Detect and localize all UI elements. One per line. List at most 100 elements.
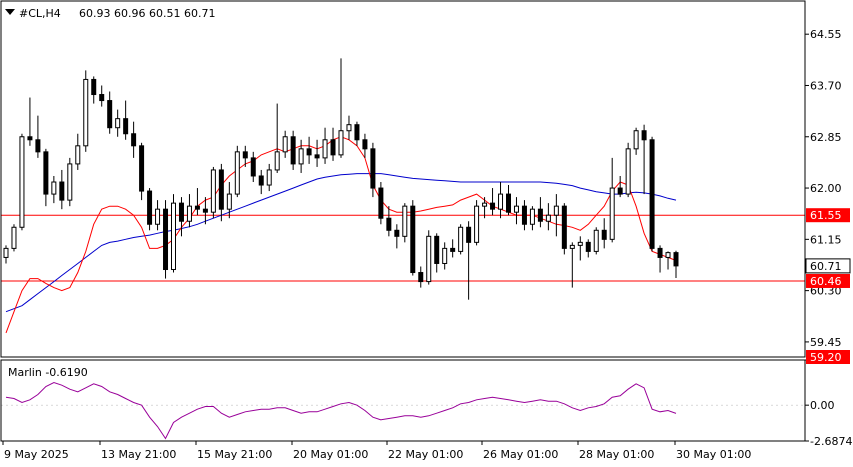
candle <box>513 197 519 225</box>
bear-candle-body <box>410 205 416 274</box>
level-label: 59.20 <box>810 351 842 364</box>
candle <box>107 91 113 134</box>
candle <box>35 115 41 158</box>
candle <box>346 115 352 140</box>
candle <box>155 200 161 231</box>
bull-candle-body <box>545 214 551 222</box>
candle <box>649 136 655 252</box>
candle <box>194 188 200 216</box>
bull-candle-body <box>155 208 161 225</box>
candle <box>593 227 599 255</box>
candle <box>394 224 400 249</box>
bear-candle-body <box>378 187 384 219</box>
bear-candle-body <box>601 229 607 240</box>
bear-candle-body <box>27 136 33 141</box>
bull-candle-body <box>322 139 328 159</box>
time-tick-label: 22 May 01:00 <box>388 448 463 461</box>
bull-candle-body <box>3 247 9 258</box>
bear-candle-body <box>59 181 65 201</box>
price-tick-label: 59.45 <box>810 336 842 349</box>
level-label-box <box>806 350 850 364</box>
bull-candle-body <box>83 78 89 147</box>
candle <box>362 133 368 158</box>
candle <box>657 245 663 273</box>
chart-frame <box>0 0 806 442</box>
candle <box>553 194 559 237</box>
price-axis: 64.5563.7062.8562.0061.1560.3059.453.388… <box>805 28 852 448</box>
bull-candle-body <box>513 205 519 213</box>
bear-candle-body <box>434 235 440 264</box>
bear-candle-body <box>450 247 456 252</box>
candle <box>490 188 496 216</box>
candle <box>442 242 448 270</box>
bull-candle-body <box>498 193 504 210</box>
bull-candle-body <box>19 136 25 228</box>
bear-candle-body <box>242 151 248 159</box>
bull-candle-body <box>529 208 535 225</box>
symbol-label: #CL,H4 <box>19 7 61 20</box>
candle <box>242 145 248 167</box>
price-tick-label: 62.00 <box>810 182 842 195</box>
bear-candle-body <box>354 124 360 141</box>
bear-candle-body <box>641 130 647 141</box>
bear-candle-body <box>418 272 424 283</box>
bull-candle-body <box>553 205 559 216</box>
bear-candle-body <box>537 208 543 222</box>
time-tick-label: 13 May 21:00 <box>101 448 176 461</box>
bear-candle-body <box>617 187 623 195</box>
bull-candle-body <box>11 226 17 249</box>
main-pane-frame <box>0 0 806 358</box>
bear-candle-body <box>163 208 169 271</box>
bear-candle-body <box>258 175 264 186</box>
bull-candle-body <box>633 130 639 150</box>
oscillator-title: Marlin -0.6190 <box>8 366 88 379</box>
bull-candle-body <box>234 151 240 195</box>
candle <box>139 142 145 201</box>
candle <box>426 230 432 285</box>
candle <box>585 239 591 258</box>
candle <box>466 221 472 300</box>
candle <box>274 103 280 173</box>
bear-candle-body <box>585 241 591 252</box>
bull-candle-body <box>338 130 344 156</box>
bull-candle-body <box>458 226 464 252</box>
candle <box>147 188 153 231</box>
candle <box>609 157 615 243</box>
bear-candle-body <box>290 136 296 165</box>
bull-candle-body <box>474 205 480 243</box>
bear-candle-body <box>561 205 567 249</box>
candle <box>123 100 129 140</box>
candle <box>354 121 360 146</box>
candle <box>641 124 647 195</box>
candlestick-series <box>3 58 679 300</box>
candle <box>282 130 288 158</box>
bull-candle-body <box>665 252 671 258</box>
bear-candle-body <box>314 154 320 159</box>
time-tick-label: 15 May 21:00 <box>197 448 272 461</box>
current-price-box <box>805 258 851 274</box>
bear-candle-body <box>123 118 129 135</box>
candle <box>59 169 65 210</box>
bear-candle-body <box>490 202 496 210</box>
bear-candle-body <box>107 100 113 129</box>
time-tick-label: 30 May 01:00 <box>676 448 751 461</box>
bear-candle-body <box>370 148 376 189</box>
candle <box>186 194 192 228</box>
bull-candle-body <box>282 136 288 153</box>
moving-averages <box>5 136 677 334</box>
candle <box>673 250 679 278</box>
candle <box>83 70 89 152</box>
bull-candle-body <box>186 205 192 222</box>
candle <box>51 175 57 204</box>
bear-candle-body <box>147 190 153 225</box>
chart-header: #CL,H4 60.93 60.96 60.51 60.71 <box>5 7 215 20</box>
candle <box>482 197 488 219</box>
bull-candle-body <box>569 244 575 249</box>
candle <box>131 121 137 158</box>
dropdown-triangle-icon[interactable] <box>5 9 15 15</box>
bear-candle-body <box>91 78 97 96</box>
price-tick-label: 63.70 <box>810 79 842 92</box>
candle <box>402 203 408 243</box>
candle <box>410 200 416 276</box>
